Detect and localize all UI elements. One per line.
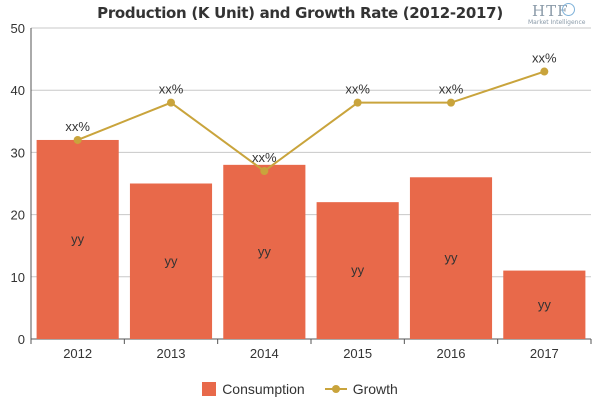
growth-data-label: xx% xyxy=(65,119,90,134)
growth-line xyxy=(77,70,545,173)
growth-point-2013 xyxy=(167,98,175,107)
bar-2014 xyxy=(223,164,306,339)
logo-name: HTF xyxy=(532,2,569,20)
growth-data-label: xx% xyxy=(345,82,370,97)
growth-point-2012 xyxy=(73,135,82,144)
x-tick-label-2013: 2013 xyxy=(157,346,186,361)
growth-point-2014 xyxy=(260,167,269,176)
legend-item-consumption[interactable]: Consumption xyxy=(202,381,305,397)
growth-data-label: xx% xyxy=(252,150,277,165)
globe-icon xyxy=(562,3,575,16)
y-tick-label: 10 xyxy=(11,270,25,285)
x-tick-label-2017: 2017 xyxy=(530,346,559,361)
bar-2015 xyxy=(316,202,399,339)
chart-legend: Consumption Growth xyxy=(0,379,600,399)
y-tick-label: 50 xyxy=(11,21,25,36)
bar-data-label: yy xyxy=(351,263,365,278)
growth-point-2015 xyxy=(353,98,362,107)
bar-data-label: yy xyxy=(538,297,552,312)
bar-2012 xyxy=(36,139,119,339)
legend-label-growth: Growth xyxy=(352,381,398,397)
logo-subtitle: Market Intelligence xyxy=(528,19,586,26)
bar-2016 xyxy=(409,177,493,339)
x-tick-label-2016: 2016 xyxy=(437,346,466,361)
brand-logo: HTF Market Intelligence xyxy=(528,2,588,28)
bar-data-label: yy xyxy=(258,244,272,259)
y-tick-label: 30 xyxy=(11,145,25,160)
growth-data-label: xx% xyxy=(439,82,464,97)
legend-swatch-growth xyxy=(324,382,347,396)
y-tick-label: 0 xyxy=(18,332,25,347)
legend-item-growth[interactable]: Growth xyxy=(324,381,398,397)
x-tick-label-2014: 2014 xyxy=(250,346,279,361)
bar-2013 xyxy=(129,183,213,339)
growth-data-label: xx% xyxy=(159,82,184,97)
growth-point-2017 xyxy=(540,67,549,76)
legend-label-consumption: Consumption xyxy=(222,381,305,397)
y-tick-label: 20 xyxy=(11,208,25,223)
bar-2017 xyxy=(503,270,586,339)
bar-data-label: yy xyxy=(71,231,85,246)
growth-point-2016 xyxy=(447,98,455,107)
chart-title: Production (K Unit) and Growth Rate (201… xyxy=(97,4,503,22)
y-tick-label: 40 xyxy=(11,83,25,98)
legend-swatch-consumption xyxy=(202,382,217,396)
bar-data-label: yy xyxy=(165,253,179,268)
x-tick-label-2015: 2015 xyxy=(343,346,372,361)
x-tick-label-2012: 2012 xyxy=(63,346,92,361)
bar-data-label: yy xyxy=(445,250,459,265)
growth-data-label: xx% xyxy=(532,51,557,66)
